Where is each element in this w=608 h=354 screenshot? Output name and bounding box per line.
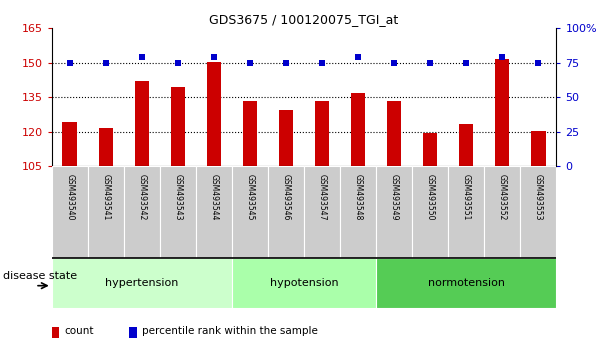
Text: GSM493546: GSM493546: [282, 174, 291, 220]
Bar: [387, 101, 401, 166]
Bar: [171, 87, 185, 166]
Text: GSM493551: GSM493551: [461, 174, 471, 220]
Text: GSM493541: GSM493541: [102, 174, 110, 220]
Bar: [52, 166, 88, 258]
Text: GSM493549: GSM493549: [390, 174, 399, 220]
Bar: [484, 166, 520, 258]
Text: count: count: [64, 326, 94, 336]
Bar: [495, 59, 510, 166]
Text: GSM493545: GSM493545: [246, 174, 254, 220]
Point: [209, 55, 219, 60]
Bar: [243, 101, 257, 166]
Bar: [448, 166, 484, 258]
Text: hypertension: hypertension: [105, 278, 179, 288]
Bar: [423, 133, 437, 166]
Text: GSM493548: GSM493548: [354, 174, 362, 220]
Bar: [531, 131, 545, 166]
Bar: [124, 166, 160, 258]
Bar: [160, 166, 196, 258]
Bar: [88, 166, 124, 258]
Bar: [232, 166, 268, 258]
Point: [173, 60, 183, 66]
Point: [426, 60, 435, 66]
Point: [137, 55, 147, 60]
Bar: [98, 129, 113, 166]
Text: GSM493547: GSM493547: [317, 174, 326, 220]
Text: normotension: normotension: [427, 278, 505, 288]
Bar: [52, 258, 232, 308]
Point: [389, 60, 399, 66]
Bar: [520, 166, 556, 258]
Point: [281, 60, 291, 66]
Bar: [207, 62, 221, 166]
Text: GSM493552: GSM493552: [498, 174, 506, 220]
Point: [245, 60, 255, 66]
Point: [533, 60, 543, 66]
Bar: [376, 258, 556, 308]
Point: [101, 60, 111, 66]
Text: GSM493540: GSM493540: [65, 174, 74, 220]
Text: GSM493544: GSM493544: [209, 174, 218, 220]
Bar: [351, 93, 365, 166]
Bar: [278, 110, 293, 166]
Bar: [268, 166, 304, 258]
Bar: [134, 81, 149, 166]
Text: hypotension: hypotension: [270, 278, 338, 288]
Point: [497, 55, 507, 60]
Title: GDS3675 / 100120075_TGI_at: GDS3675 / 100120075_TGI_at: [209, 13, 399, 26]
Bar: [63, 121, 77, 166]
Bar: [412, 166, 448, 258]
Text: GSM493553: GSM493553: [534, 174, 543, 220]
Bar: [376, 166, 412, 258]
Point: [317, 60, 327, 66]
Text: GSM493543: GSM493543: [173, 174, 182, 220]
Text: GSM493542: GSM493542: [137, 174, 147, 220]
Point: [65, 60, 75, 66]
Bar: [196, 166, 232, 258]
Point: [461, 60, 471, 66]
Text: percentile rank within the sample: percentile rank within the sample: [142, 326, 317, 336]
Text: GSM493550: GSM493550: [426, 174, 435, 220]
Bar: [304, 166, 340, 258]
Bar: [130, 327, 137, 338]
Bar: [315, 101, 330, 166]
Bar: [232, 258, 376, 308]
Bar: [459, 124, 474, 166]
Text: disease state: disease state: [3, 271, 77, 281]
Point: [353, 55, 363, 60]
Bar: [52, 327, 60, 338]
Bar: [340, 166, 376, 258]
